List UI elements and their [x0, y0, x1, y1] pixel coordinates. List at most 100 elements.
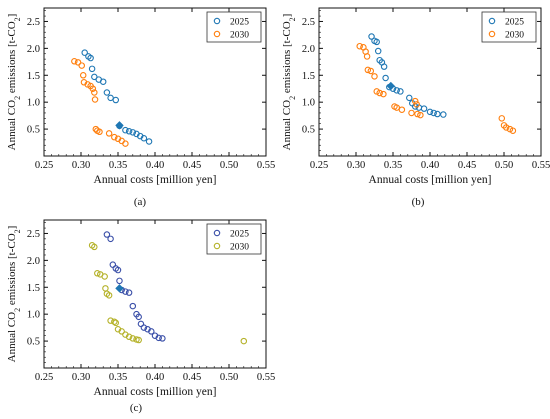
point-2025	[103, 231, 111, 238]
point-2025	[420, 105, 428, 112]
x-tick-label: 0.50	[220, 372, 238, 383]
point-2030	[107, 317, 114, 324]
legend-marker	[213, 242, 221, 250]
x-tick-label: 0.40	[146, 160, 164, 171]
x-tick-label: 0.50	[495, 160, 513, 171]
point-2030	[105, 292, 113, 299]
point-2030	[71, 58, 78, 65]
point-2025	[107, 94, 114, 102]
point-2030	[408, 109, 415, 117]
point-2025	[406, 94, 413, 102]
point-2030	[102, 285, 109, 292]
point-2025	[430, 109, 437, 117]
x-tick-label: 0.55	[257, 372, 275, 383]
point-2030	[101, 273, 108, 280]
point-2025	[426, 108, 434, 116]
point-2030	[414, 110, 421, 118]
point-2025	[140, 324, 148, 331]
point-2030	[376, 89, 383, 97]
point-2030	[118, 328, 125, 335]
point-2030	[96, 128, 103, 136]
point-2025	[103, 89, 111, 96]
y-tick-label: 1.0	[302, 98, 315, 109]
panel-3: 0.25 0.30 0.35 0.40 0.45 0.50 0.55 0.5 1.0 1.5 2.0…	[6, 219, 275, 414]
point-2025	[88, 65, 96, 73]
legend-marker	[488, 30, 496, 38]
point-2025	[368, 33, 375, 40]
point-2030	[135, 336, 142, 344]
point-2030	[502, 124, 510, 131]
point-2025	[393, 87, 400, 94]
point-2025	[374, 47, 382, 55]
legend-marker	[488, 17, 496, 25]
y-tick-label: 2.5	[27, 229, 40, 240]
point-2030	[364, 66, 372, 74]
x-tick-label: 0.25	[35, 160, 53, 171]
legend-marker	[213, 30, 221, 38]
point-2030	[417, 111, 424, 119]
x-tick-label: 0.40	[146, 372, 164, 383]
point-2030	[78, 62, 85, 69]
point-2025	[155, 334, 162, 342]
legend-marker	[213, 229, 221, 237]
point-2025	[116, 277, 123, 285]
point-2025	[81, 49, 88, 56]
x-tick-label: 0.45	[458, 160, 476, 171]
point-2030	[509, 127, 517, 134]
y-axis-label: Annual CO2 emissions [t-CO2]	[6, 14, 22, 151]
point-2025	[112, 96, 120, 104]
point-2025	[140, 134, 148, 142]
point-2030	[363, 53, 371, 60]
point-2025	[122, 288, 129, 295]
x-tick-label: 0.35	[109, 160, 127, 171]
x-tick-label: 0.45	[183, 160, 201, 171]
y-axis-label: Annual CO2 emissions [t-CO2]	[281, 14, 297, 151]
legend-label: 2030	[230, 31, 249, 41]
y-tick-label: 1.0	[27, 310, 40, 321]
point-2025	[125, 127, 133, 135]
legend-label: 2030	[230, 243, 249, 253]
x-tick-label: 0.50	[220, 160, 238, 171]
point-2030	[393, 104, 400, 111]
point-2030	[112, 319, 120, 327]
point-2025	[380, 63, 388, 70]
point-2030	[411, 97, 419, 105]
panel-2: 0.25 0.30 0.35 0.40 0.45 0.50 0.55 0.5 1.0 1.5 2.0…	[281, 7, 550, 208]
x-tick-label: 0.30	[72, 372, 90, 383]
point-2030	[367, 67, 375, 75]
legend-box	[206, 223, 262, 255]
point-2030	[94, 270, 101, 277]
panel-label: (c)	[130, 402, 143, 414]
legend-label: 2025	[230, 18, 249, 28]
point-2030	[122, 140, 129, 147]
point-2030	[380, 90, 387, 98]
x-tick-label: 0.35	[384, 160, 402, 171]
point-2025	[397, 88, 404, 95]
highlight-point	[115, 284, 124, 293]
point-2030	[111, 318, 118, 325]
x-tick-label: 0.30	[347, 160, 365, 171]
panel-1: 0.25 0.30 0.35 0.40 0.45 0.50 0.55 0.5 1.0 1.5 2.0…	[6, 7, 275, 208]
y-tick-label: 1.0	[27, 98, 40, 109]
point-2030	[91, 243, 98, 251]
y-tick-label: 2.0	[27, 256, 40, 267]
point-2030	[111, 133, 118, 141]
x-axis-label: Annual costs [million yen]	[369, 174, 492, 186]
y-tick-label: 2.0	[302, 44, 315, 55]
point-2025	[373, 38, 380, 46]
point-2030	[105, 130, 113, 137]
point-2030	[371, 73, 378, 80]
highlight-point	[386, 81, 395, 91]
point-2025	[148, 328, 155, 335]
x-axis-label: Annual costs [million yen]	[94, 174, 217, 186]
y-tick-label: 1.5	[27, 71, 40, 82]
y-tick-label: 2.5	[27, 17, 40, 28]
legend-label: 2025	[230, 230, 249, 240]
x-tick-label: 0.45	[183, 372, 201, 383]
y-tick-label: 2.5	[302, 17, 315, 28]
y-tick-label: 0.5	[27, 337, 40, 348]
x-tick-label: 0.40	[421, 160, 439, 171]
point-2025	[145, 138, 153, 145]
legend-label: 2030	[505, 31, 524, 41]
